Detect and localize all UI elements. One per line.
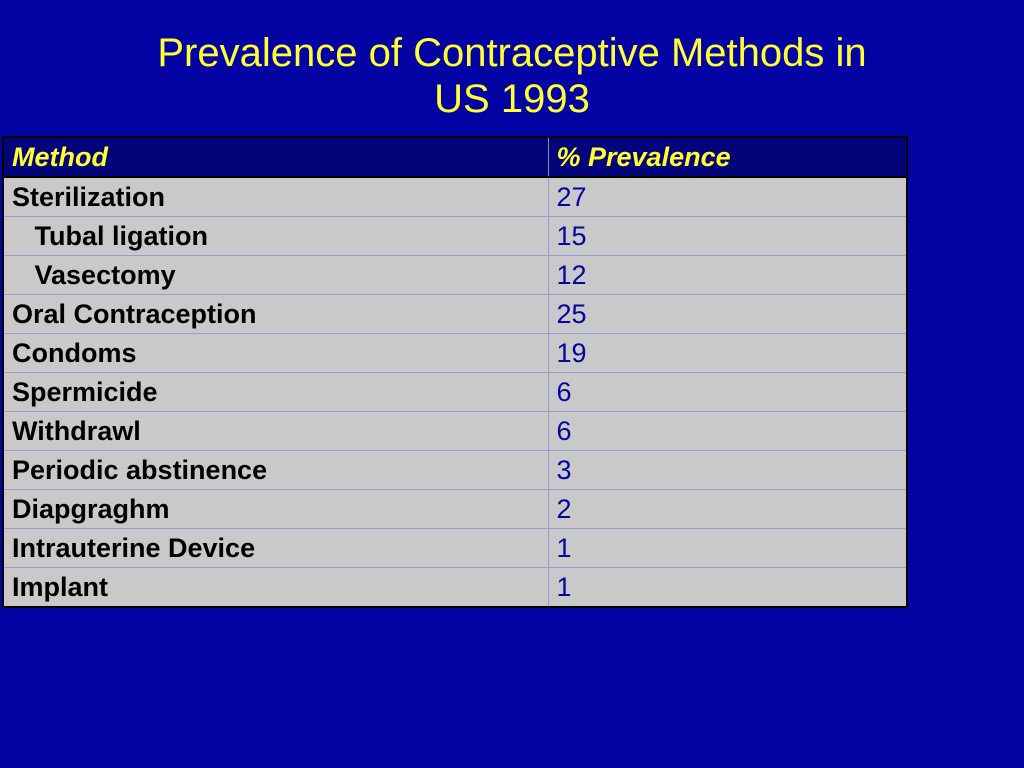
- method-cell: Spermicide: [3, 372, 549, 412]
- method-cell: Condoms: [3, 333, 549, 373]
- prevalence-cell: 2: [548, 489, 908, 529]
- method-cell: Diapgraghm: [3, 489, 549, 529]
- table-row: Intrauterine Device 1: [3, 528, 908, 568]
- table-header-row: Method % Prevalence: [3, 137, 908, 178]
- slide-title-line-1: Prevalence of Contraceptive Methods in: [157, 31, 867, 75]
- table-row: Oral Contraception 25: [3, 294, 908, 334]
- prevalence-cell: 19: [548, 333, 908, 373]
- prevalence-cell: 25: [548, 294, 908, 334]
- method-cell: Oral Contraception: [3, 294, 549, 334]
- method-cell: Tubal ligation: [3, 216, 549, 256]
- prevalence-cell: 3: [548, 450, 908, 490]
- table-row: Vasectomy 12: [3, 255, 908, 295]
- method-cell: Implant: [3, 567, 549, 607]
- method-cell: Intrauterine Device: [3, 528, 549, 568]
- column-header-prevalence: % Prevalence: [548, 137, 908, 178]
- table-row: Diapgraghm 2: [3, 489, 908, 529]
- column-header-method: Method: [3, 137, 549, 178]
- method-cell: Withdrawl: [3, 411, 549, 451]
- prevalence-cell: 15: [548, 216, 908, 256]
- table-row: Condoms 19: [3, 333, 908, 373]
- table-row: Sterilization 27: [3, 176, 908, 217]
- prevalence-cell: 1: [548, 567, 908, 607]
- table-row: Implant 1: [3, 567, 908, 607]
- table-row: Periodic abstinence 3: [3, 450, 908, 490]
- prevalence-table: Method % Prevalence Sterilization 27 Tub…: [2, 136, 908, 608]
- table-row: Withdrawl 6: [3, 411, 908, 451]
- prevalence-cell: 12: [548, 255, 908, 295]
- method-cell: Periodic abstinence: [3, 450, 549, 490]
- method-cell: Vasectomy: [3, 255, 549, 295]
- prevalence-cell: 6: [548, 372, 908, 412]
- slide-title: Prevalence of Contraceptive Methods in U…: [0, 30, 1024, 122]
- prevalence-cell: 27: [548, 176, 908, 217]
- table-row: Spermicide 6: [3, 372, 908, 412]
- prevalence-cell: 1: [548, 528, 908, 568]
- table-row: Tubal ligation 15: [3, 216, 908, 256]
- slide-title-line-2: US 1993: [434, 77, 590, 121]
- prevalence-cell: 6: [548, 411, 908, 451]
- method-cell: Sterilization: [3, 176, 549, 217]
